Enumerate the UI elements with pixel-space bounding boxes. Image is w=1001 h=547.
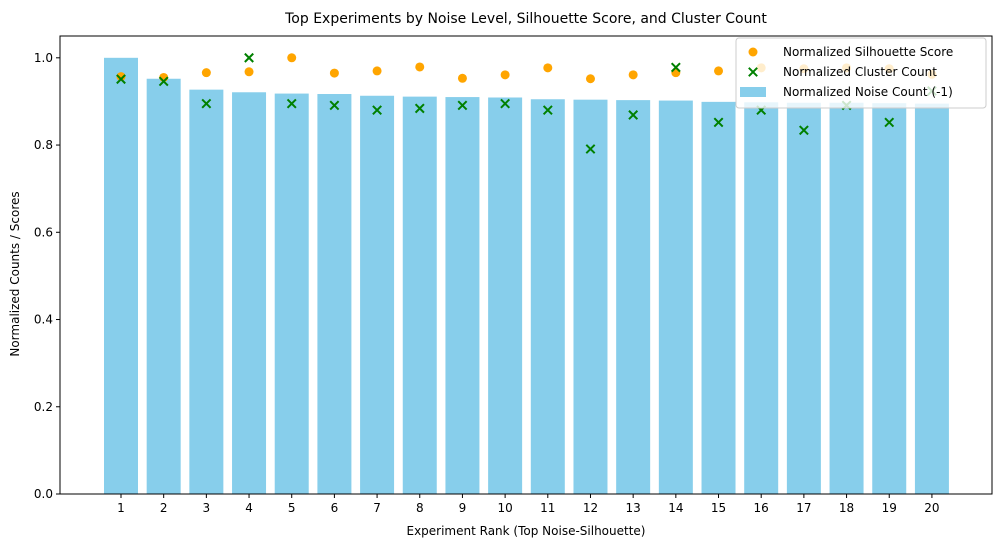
bar-6 bbox=[317, 94, 352, 494]
y-tick-label: 0.8 bbox=[34, 138, 53, 152]
x-tick-label: 11 bbox=[540, 501, 555, 515]
cluster-point-6 bbox=[329, 100, 340, 111]
bar-series bbox=[104, 57, 949, 495]
bar-12 bbox=[573, 99, 608, 495]
x-tick-label: 12 bbox=[583, 501, 598, 515]
silhouette-point-9 bbox=[457, 73, 467, 83]
cluster-point-10 bbox=[500, 98, 511, 109]
bar-11 bbox=[530, 99, 565, 494]
bar-19 bbox=[872, 103, 907, 495]
silhouette-point-12 bbox=[585, 74, 595, 84]
cluster-point-7 bbox=[372, 105, 382, 116]
legend-marker-noise bbox=[740, 87, 766, 97]
bar-15 bbox=[701, 101, 736, 495]
bar-13 bbox=[616, 100, 651, 495]
y-axis-label: Normalized Counts / Scores bbox=[8, 191, 22, 356]
legend-label: Normalized Cluster Count bbox=[783, 65, 937, 79]
silhouette-point-7 bbox=[372, 66, 382, 76]
y-tick-label: 0.4 bbox=[34, 313, 53, 327]
silhouette-point-3 bbox=[201, 68, 211, 78]
bar-20 bbox=[914, 103, 949, 495]
x-tick-label: 14 bbox=[668, 501, 683, 515]
y-tick-label: 1.0 bbox=[34, 51, 53, 65]
silhouette-point-15 bbox=[714, 66, 724, 76]
bar-16 bbox=[744, 102, 779, 495]
bar-8 bbox=[402, 96, 437, 494]
legend-label: Normalized Noise Count (-1) bbox=[783, 85, 953, 99]
x-tick-label: 3 bbox=[203, 501, 211, 515]
silhouette-point-11 bbox=[543, 63, 553, 73]
plot-area: 0.00.20.40.60.81.01 2 3 4 5 6 7 8 9 10 11 12 13 14 15 1… bbox=[34, 35, 993, 515]
legend-box bbox=[735, 37, 987, 109]
bar-7 bbox=[360, 95, 395, 494]
x-tick-label: 1 bbox=[117, 501, 125, 515]
silhouette-point-8 bbox=[415, 62, 425, 72]
x-tick-label: 9 bbox=[459, 501, 467, 515]
axes-frame bbox=[59, 35, 993, 495]
silhouette-point-10 bbox=[500, 70, 510, 80]
x-tick-label: 19 bbox=[882, 501, 897, 515]
y-tick-label: 0.2 bbox=[34, 400, 53, 414]
silhouette-point-5 bbox=[287, 53, 297, 63]
cluster-point-8 bbox=[414, 103, 425, 114]
x-axis-label: Experiment Rank (Top Noise-Silhouette) bbox=[406, 524, 645, 538]
bar-17 bbox=[786, 102, 821, 495]
bar-2 bbox=[146, 78, 181, 494]
cluster-point-12 bbox=[585, 144, 596, 154]
legend-marker-cluster bbox=[748, 67, 758, 77]
cluster-point-14 bbox=[670, 62, 681, 73]
cluster-point-2 bbox=[158, 76, 169, 87]
x-tick-label: 7 bbox=[373, 501, 381, 515]
y-tick-label: 0.0 bbox=[34, 487, 53, 501]
cluster-point-15 bbox=[713, 117, 724, 128]
x-tick-label: 13 bbox=[626, 501, 641, 515]
x-tick-label: 4 bbox=[245, 501, 253, 515]
silhouette-point-6 bbox=[329, 68, 339, 78]
x-tick-label: 8 bbox=[416, 501, 424, 515]
legend: Normalized Silhouette Score Normalized Cl… bbox=[735, 37, 987, 109]
y-axis: 0.0 0.2 0.4 0.6 0.8 1.0 bbox=[34, 51, 60, 501]
legend-label: Normalized Silhouette Score bbox=[783, 45, 953, 59]
cluster-point-19 bbox=[884, 117, 895, 128]
cluster-point-1 bbox=[116, 74, 126, 85]
legend-marker-silhouette bbox=[748, 47, 758, 57]
x-tick-label: 16 bbox=[754, 501, 769, 515]
cluster-point-5 bbox=[286, 98, 297, 109]
bar-3 bbox=[189, 89, 224, 495]
chart-title: Top Experiments by Noise Level, Silhouet… bbox=[284, 11, 767, 27]
x-tick-label: 2 bbox=[160, 501, 168, 515]
cluster-point-3 bbox=[201, 98, 212, 109]
silhouette-point-1 bbox=[116, 72, 126, 82]
cluster-point-9 bbox=[457, 100, 468, 111]
x-tick-label: 10 bbox=[497, 501, 512, 515]
bar-10 bbox=[488, 97, 523, 494]
x-tick-label: 18 bbox=[839, 501, 854, 515]
cluster-point-11 bbox=[542, 105, 553, 116]
cluster-point-4 bbox=[244, 52, 254, 63]
bar-18 bbox=[829, 102, 864, 495]
y-tick-label: 0.6 bbox=[34, 225, 53, 239]
x-tick-label: 6 bbox=[331, 501, 339, 515]
silhouette-point-13 bbox=[628, 70, 638, 80]
bar-9 bbox=[445, 97, 480, 494]
cluster-point-17 bbox=[798, 125, 809, 136]
bar-5 bbox=[274, 93, 309, 494]
bar-14 bbox=[658, 100, 693, 494]
silhouette-point-4 bbox=[244, 67, 254, 77]
bar-1 bbox=[104, 57, 138, 495]
cluster-point-13 bbox=[628, 110, 639, 120]
x-tick-label: 20 bbox=[924, 501, 939, 515]
bar-4 bbox=[232, 92, 267, 495]
x-tick-label: 15 bbox=[711, 501, 726, 515]
x-axis: 1 2 3 4 5 6 7 8 9 10 11 12 13 14 15 16 17 18 19 20 bbox=[117, 494, 940, 515]
x-tick-label: 5 bbox=[288, 501, 296, 515]
x-tick-label: 17 bbox=[796, 501, 811, 515]
